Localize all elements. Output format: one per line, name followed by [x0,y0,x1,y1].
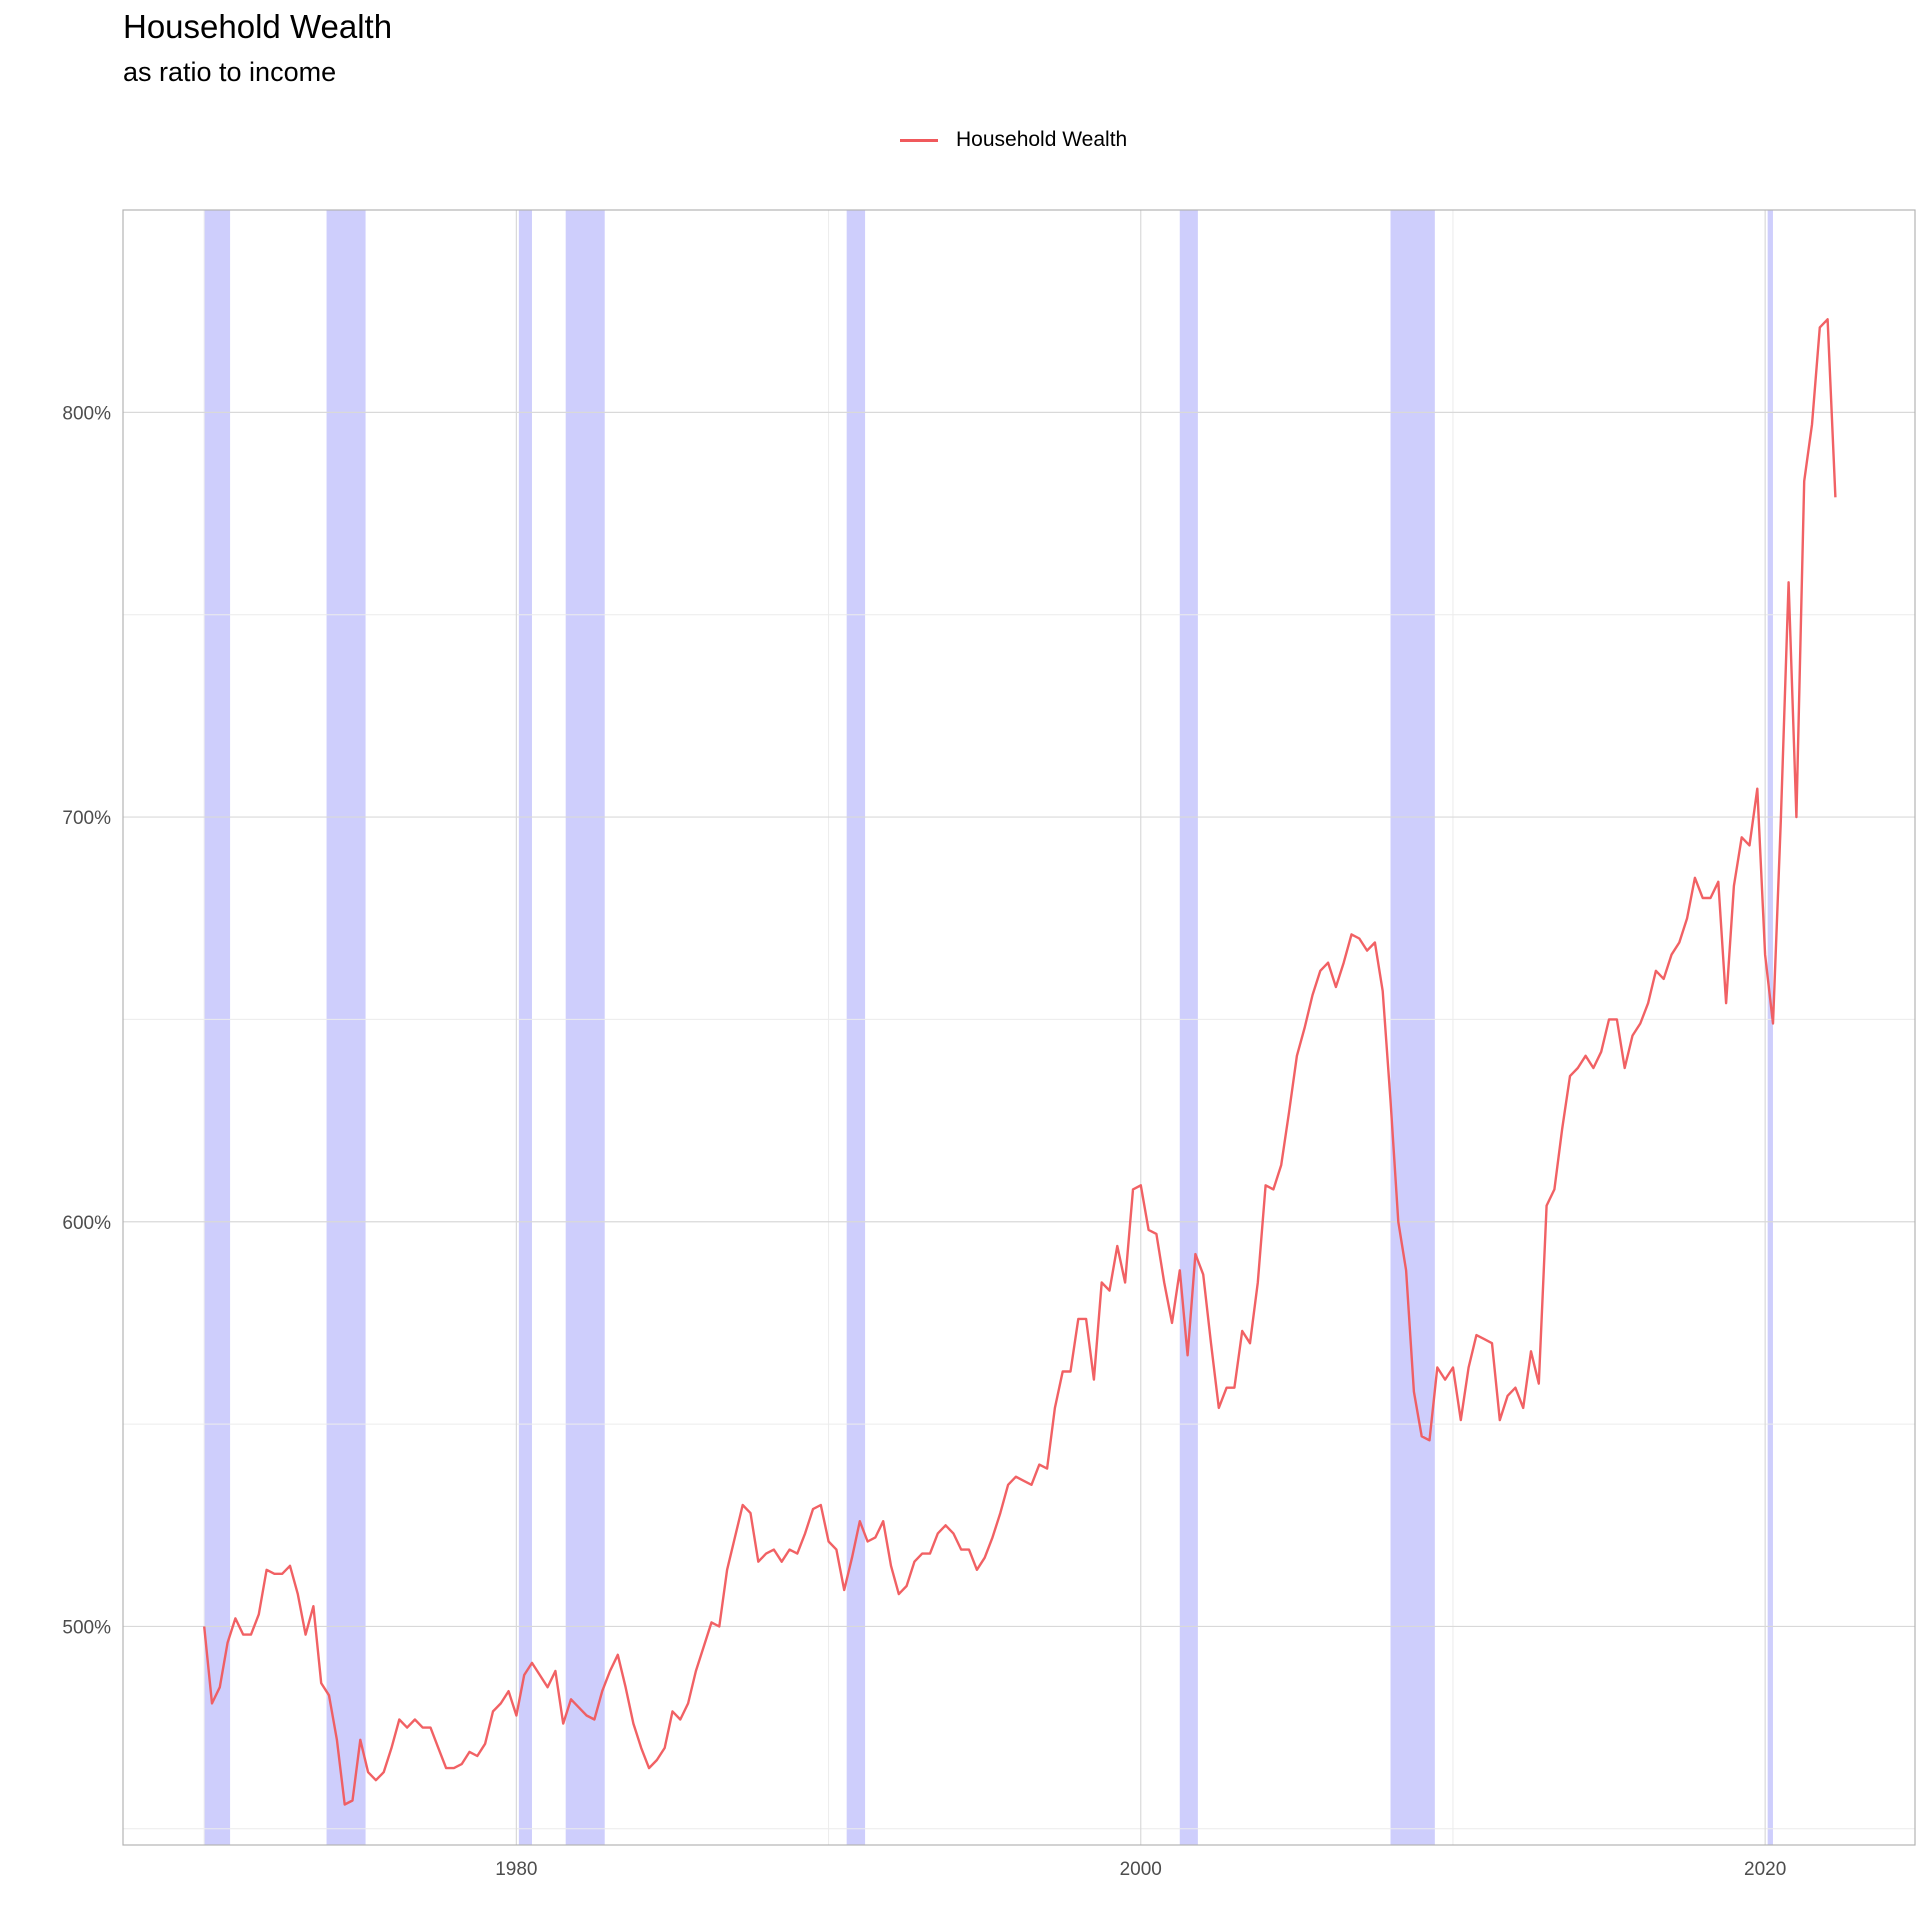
x-tick-label: 2020 [1744,1859,1786,1880]
series-layer [203,318,1837,1806]
legend-label: Household Wealth [956,128,1128,151]
recession-bands [204,210,1773,1845]
recession-band [1179,210,1198,1845]
recession-band [204,210,231,1845]
gridlines [123,210,1915,1845]
y-tick-label: 500% [62,1617,111,1638]
recession-band [518,210,532,1845]
recession-band [1390,210,1435,1845]
y-tick-label: 700% [62,808,111,829]
chart-subtitle: as ratio to income [123,57,337,87]
chart-title: Household Wealth [123,8,393,45]
legend-swatch [900,138,938,142]
recession-band [846,210,866,1845]
series-line-household-wealth [203,318,1837,1806]
recession-band [565,210,605,1845]
y-tick-label: 600% [62,1213,111,1234]
x-tick-label: 1980 [495,1859,537,1880]
recession-band [1767,210,1773,1845]
plot-panel-border [122,209,1916,1846]
recession-band [326,210,366,1845]
x-tick-label: 2000 [1120,1859,1162,1880]
legend: Household Wealth [900,128,1127,152]
y-tick-label: 800% [62,403,111,424]
axis-labels: 500% 600% 700% 800% 1980 2000 2020 [62,403,1786,1880]
